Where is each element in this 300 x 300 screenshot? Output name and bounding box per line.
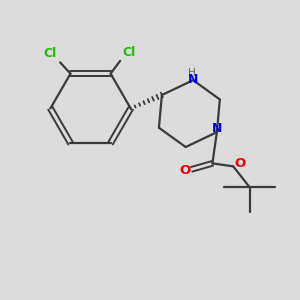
Text: Cl: Cl [122, 46, 136, 59]
Text: Cl: Cl [43, 47, 56, 60]
Text: N: N [188, 73, 198, 86]
Text: O: O [179, 164, 191, 177]
Text: H: H [188, 68, 196, 78]
Text: N: N [212, 122, 223, 135]
Text: O: O [234, 158, 245, 170]
